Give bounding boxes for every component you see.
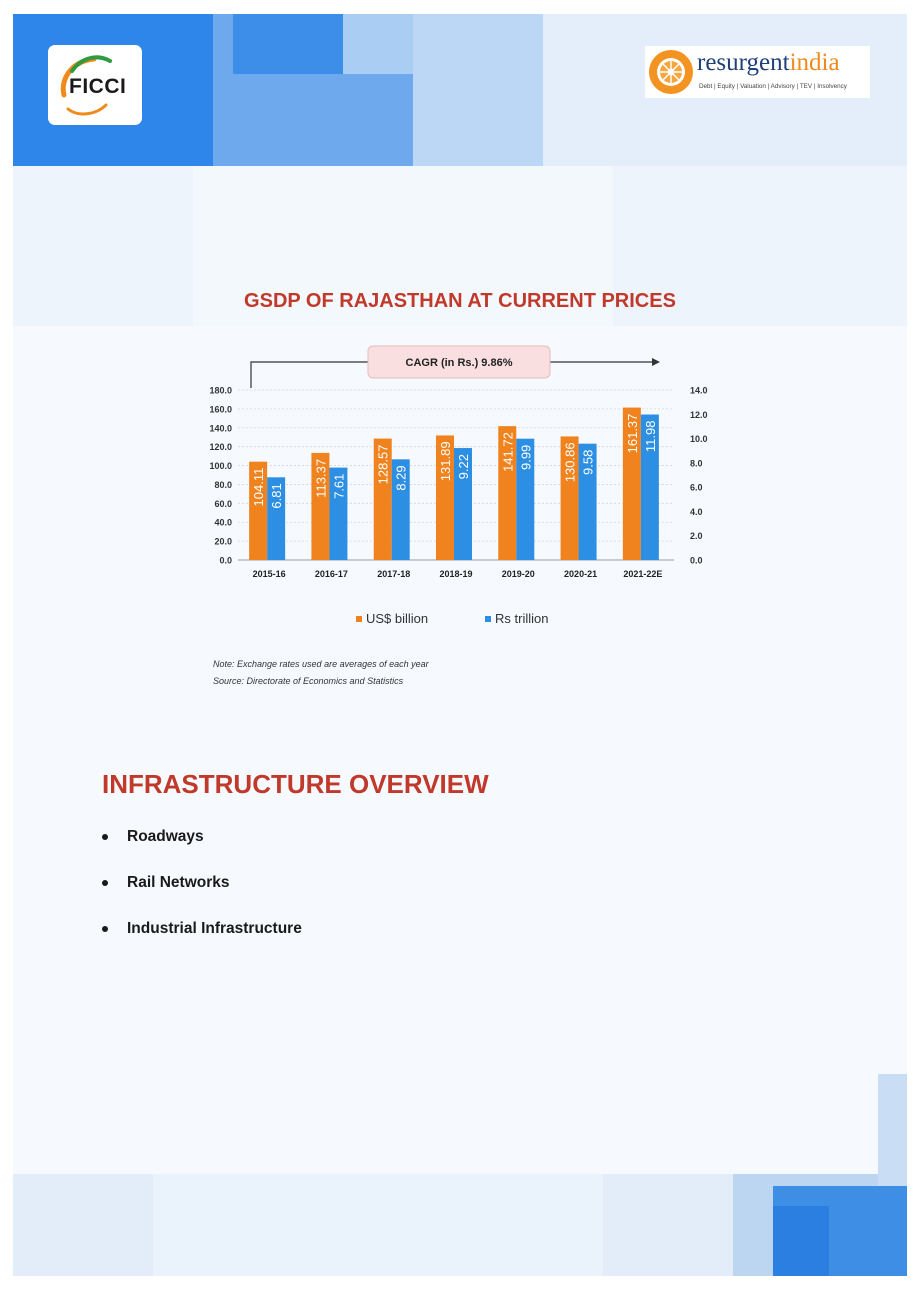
bullet-dot-icon — [102, 880, 108, 886]
header-block — [193, 166, 613, 326]
bar-rs-2017-18 — [391, 459, 410, 560]
data-label-rs: 9.22 — [456, 454, 471, 479]
cagr-arrow-line — [250, 361, 372, 388]
data-label-rs: 9.99 — [518, 445, 533, 470]
x-tick-label: 2015-16 — [253, 569, 286, 579]
y-left-tick-label: 60.0 — [214, 499, 232, 509]
bar-usd-2015-16 — [249, 461, 268, 560]
bar-rs-2020-21 — [578, 443, 597, 560]
bar-rs-2021-22E — [640, 414, 659, 560]
bar-usd-2019-20 — [498, 426, 517, 560]
data-label-rs: 8.29 — [394, 465, 409, 490]
x-tick-label: 2020-21 — [564, 569, 597, 579]
bar-usd-2021-22E — [622, 407, 641, 560]
data-label-usd: 141.72 — [500, 432, 515, 472]
y-right-tick-label: 6.0 — [690, 483, 703, 493]
data-label-usd: 113.37 — [313, 459, 328, 498]
bar-rs-2016-17 — [329, 467, 348, 560]
resurgent-india-tagline: Debt | Equity | Valuation | Advisory | T… — [699, 83, 847, 90]
data-label-usd: 131.89 — [438, 441, 453, 481]
data-label-rs: 6.81 — [269, 483, 284, 508]
data-label-usd: 161.37 — [625, 414, 640, 454]
data-label-usd: 130.86 — [563, 442, 578, 482]
footer-block — [773, 1206, 829, 1276]
x-tick-label: 2017-18 — [377, 569, 410, 579]
bar-usd-2016-17 — [311, 452, 330, 560]
cagr-arrow-head — [652, 358, 660, 366]
bar-usd-2017-18 — [373, 438, 392, 560]
legend-swatch-usd — [356, 616, 362, 622]
y-right-tick-label: 12.0 — [690, 410, 708, 420]
x-tick-label: 2018-19 — [439, 569, 472, 579]
y-left-tick-label: 100.0 — [209, 461, 232, 471]
ficci-logo-text: FICCI — [69, 75, 127, 98]
y-left-tick-label: 120.0 — [209, 442, 232, 452]
bullet-list: Roadways Rail Networks Industrial Infras… — [102, 828, 302, 966]
bar-rs-2019-20 — [516, 438, 535, 560]
sun-wheel-icon — [649, 50, 693, 94]
resurgent-india-logo: resurgentindia Debt | Equity | Valuation… — [645, 46, 870, 98]
ficci-swirl-icon — [60, 55, 112, 116]
section-heading: INFRASTRUCTURE OVERVIEW — [102, 769, 489, 799]
chart-notes: Note: Exchange rates used are averages o… — [213, 656, 429, 690]
y-left-tick-label: 40.0 — [214, 518, 232, 528]
y-left-tick-label: 180.0 — [209, 386, 232, 396]
legend-label-usd: US$ billion — [366, 611, 428, 626]
bullet-dot-icon — [102, 834, 108, 840]
y-right-tick-label: 10.0 — [690, 434, 708, 444]
legend-label-rs: Rs trillion — [495, 611, 548, 626]
data-label-rs: 7.61 — [331, 474, 346, 499]
bullet-item-roadways: Roadways — [102, 828, 302, 874]
data-label-rs: 9.58 — [581, 450, 596, 475]
data-label-rs: 11.98 — [643, 421, 658, 453]
bullet-item-rail-networks: Rail Networks — [102, 874, 302, 920]
footer-block — [153, 1174, 603, 1276]
bar-usd-2020-21 — [560, 436, 579, 560]
y-left-tick-label: 0.0 — [219, 556, 232, 566]
y-right-tick-label: 2.0 — [690, 531, 703, 541]
chart-source: Source: Directorate of Economics and Sta… — [213, 676, 404, 686]
x-tick-label: 2021-22E — [623, 569, 662, 579]
ficci-logo: FICCI — [48, 45, 142, 125]
bar-rs-2018-19 — [454, 448, 472, 560]
y-left-tick-label: 160.0 — [209, 404, 232, 414]
y-left-tick-label: 80.0 — [214, 480, 232, 490]
y-right-tick-label: 8.0 — [690, 458, 703, 468]
y-right-tick-label: 0.0 — [690, 556, 703, 566]
bullet-dot-icon — [102, 926, 108, 932]
y-left-tick-label: 140.0 — [209, 423, 232, 433]
x-tick-label: 2016-17 — [315, 569, 348, 579]
cagr-box — [367, 345, 551, 379]
resurgent-india-wordmark: resurgentindia — [697, 49, 840, 76]
page — [13, 14, 907, 1276]
legend-swatch-rs — [485, 616, 491, 622]
y-right-tick-label: 4.0 — [690, 507, 703, 517]
bullet-item-industrial-infrastructure: Industrial Infrastructure — [102, 920, 302, 966]
cagr-annotation: CAGR (in Rs.) 9.86% — [406, 357, 513, 369]
chart-note: Note: Exchange rates used are averages o… — [213, 659, 429, 669]
y-right-tick-label: 14.0 — [690, 386, 708, 396]
data-label-usd: 104.11 — [251, 468, 266, 507]
bar-rs-2015-16 — [267, 477, 286, 560]
chart-title: GSDP OF RAJASTHAN AT CURRENT PRICES — [244, 290, 676, 312]
data-label-usd: 128.57 — [376, 445, 391, 485]
x-tick-label: 2019-20 — [502, 569, 535, 579]
header-block — [413, 14, 543, 166]
header-block — [233, 14, 343, 74]
y-left-tick-label: 20.0 — [214, 537, 232, 547]
bar-usd-2018-19 — [436, 435, 454, 560]
gsdp-bar-chart: 0.0 20.0 40.0 60.0 80.0 100.0 120.0 140.0 160.0 1… — [209, 345, 708, 626]
